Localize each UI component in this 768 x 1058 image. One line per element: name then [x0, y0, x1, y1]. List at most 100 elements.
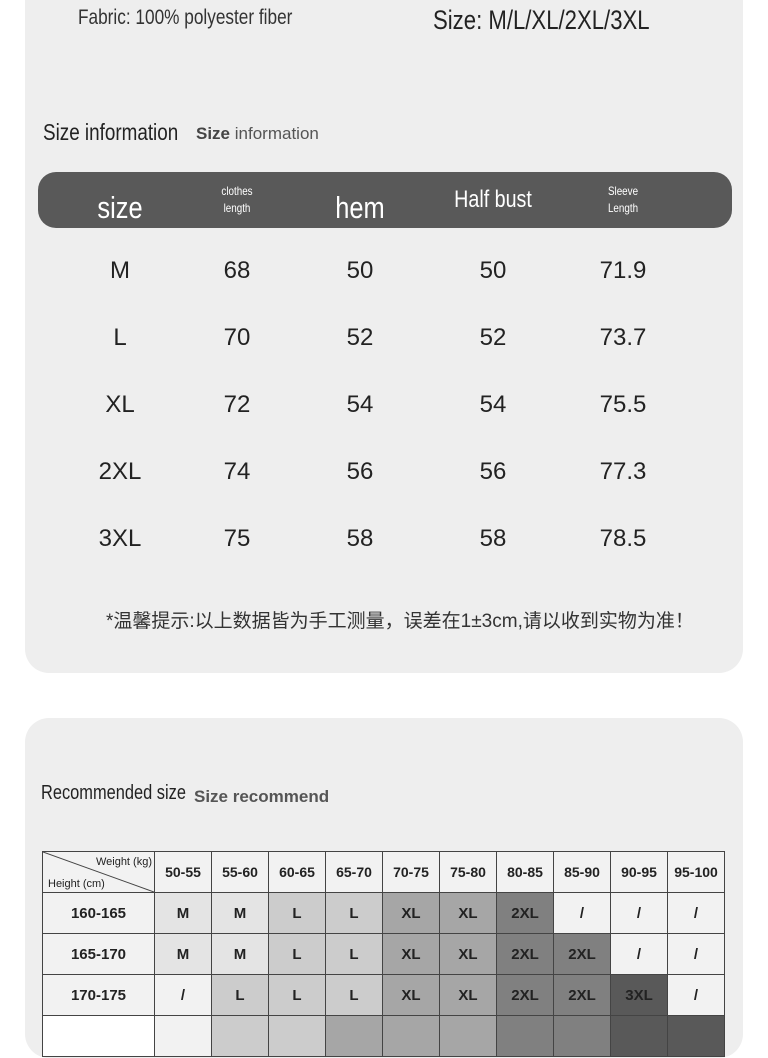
measurement-cell: 78.5	[599, 525, 647, 552]
height-axis-label: Height (cm)	[48, 878, 105, 890]
table-row: 165-170 M M L L XL XL 2XL 2XL / /	[42, 933, 725, 975]
weight-axis-label: Weight (kg)	[95, 856, 152, 868]
column-header: size	[97, 190, 143, 225]
size-label-cell: XL	[105, 391, 135, 418]
measurement-cell: 54	[346, 391, 374, 418]
size-cell: L	[325, 892, 383, 934]
measurement-note: *温馨提示:以上数据皆为手工测量，误差在1±3cm,请以收到实物为准！	[106, 611, 694, 632]
size-cell	[667, 1015, 725, 1057]
size-cell: /	[610, 933, 668, 975]
size-cell: /	[667, 974, 725, 1016]
size-label-cell: M	[110, 257, 130, 284]
size-cell: M	[211, 892, 269, 934]
measurement-cell: 50	[479, 257, 507, 284]
size-info-title: Size information	[43, 119, 208, 146]
sizes-label: Size: M/L/XL/2XL/3XL	[433, 5, 650, 35]
size-label-cell: 3XL	[98, 525, 142, 552]
recommend-subtitle: Size recommend	[194, 787, 330, 806]
size-cell	[154, 1015, 212, 1057]
table-row-partial	[42, 1015, 725, 1057]
size-cell	[211, 1015, 269, 1057]
measurement-cell: 68	[223, 257, 251, 284]
weight-header-cell: 70-75	[382, 851, 440, 893]
weight-header-cell: 60-65	[268, 851, 326, 893]
weight-header-cell: 80-85	[496, 851, 554, 893]
size-cell: /	[154, 974, 212, 1016]
weight-header-cell: 75-80	[439, 851, 497, 893]
column-header: Sleeve Length	[607, 184, 639, 215]
measurement-cell: 75	[223, 525, 251, 552]
column-header: hem	[335, 190, 385, 225]
size-cell: 2XL	[496, 933, 554, 975]
measurement-cell: 75.5	[599, 391, 647, 418]
recommend-title-text: Recommended size	[41, 782, 186, 804]
size-cell: M	[211, 933, 269, 975]
measurement-cell: 50	[346, 257, 374, 284]
size-cell	[496, 1015, 554, 1057]
measurement-cell: 56	[479, 458, 507, 485]
size-cell: L	[268, 974, 326, 1016]
height-cell	[42, 1015, 155, 1057]
subtitle-rest: information	[230, 124, 319, 143]
measurement-cell: 52	[346, 324, 374, 351]
column-header: Half bust	[454, 186, 532, 213]
size-label-cell: 2XL	[98, 458, 142, 485]
table-row: 160-165 M M L L XL XL 2XL / / /	[42, 892, 725, 934]
measurement-cell: 58	[346, 525, 374, 552]
weight-header-cell: 90-95	[610, 851, 668, 893]
size-cell: XL	[439, 892, 497, 934]
measurement-cell: 70	[223, 324, 251, 351]
measurement-cell: 54	[479, 391, 507, 418]
size-cell	[610, 1015, 668, 1057]
size-cell	[382, 1015, 440, 1057]
size-cell: L	[268, 892, 326, 934]
height-cell: 165-170	[42, 933, 155, 975]
measurement-cell: 77.3	[599, 458, 647, 485]
size-info-title-text: Size information	[43, 119, 179, 145]
measurement-cell: 74	[223, 458, 251, 485]
size-cell: 2XL	[553, 933, 611, 975]
size-cell: /	[610, 892, 668, 934]
size-cell	[268, 1015, 326, 1057]
fabric-label: Fabric: 100% polyester fiber	[78, 6, 293, 29]
weight-header-cell: 50-55	[154, 851, 212, 893]
measurement-cell: 72	[223, 391, 251, 418]
size-cell: /	[667, 933, 725, 975]
column-header: clothes length	[221, 184, 253, 215]
size-cell: M	[154, 892, 212, 934]
size-cell: XL	[439, 974, 497, 1016]
size-cell	[439, 1015, 497, 1057]
sizes-text: Size: M/L/XL/2XL/3XL	[433, 5, 697, 36]
size-table-header: size clothes length hem Half bust Sleeve Lengt…	[38, 172, 732, 228]
size-cell: XL	[382, 974, 440, 1016]
size-cell: L	[325, 933, 383, 975]
size-info-card	[25, 0, 743, 673]
weight-header-cell: 95-100	[667, 851, 725, 893]
recommend-title: Recommended size	[41, 782, 218, 805]
size-cell: 3XL	[610, 974, 668, 1016]
corner-cell: Weight (kg) Height (cm)	[42, 851, 155, 893]
measurement-cell: 73.7	[599, 324, 647, 351]
measurement-cell: 52	[479, 324, 507, 351]
size-cell: /	[553, 892, 611, 934]
weight-header-cell: 65-70	[325, 851, 383, 893]
size-cell: 2XL	[496, 974, 554, 1016]
fabric-text: Fabric: 100% polyester fiber	[78, 6, 339, 30]
size-cell: L	[325, 974, 383, 1016]
table-row: 170-175/L L L XL XL 2XL 2XL 3XL /	[42, 974, 725, 1016]
header-row: Weight (kg) Height (cm) 50-55 55-60 60-65 65-…	[42, 851, 725, 893]
size-cell	[553, 1015, 611, 1057]
size-label-cell: L	[113, 324, 127, 351]
measurement-cell: 71.9	[599, 257, 647, 284]
subtitle-bold: Size	[196, 124, 231, 143]
size-cell: XL	[382, 892, 440, 934]
measurement-cell: 58	[479, 525, 507, 552]
height-cell: 160-165	[42, 892, 155, 934]
size-cell: 2XL	[496, 892, 554, 934]
size-cell: L	[211, 974, 269, 1016]
size-cell: L	[268, 933, 326, 975]
size-info-subtitle: Size information	[196, 124, 319, 144]
size-cell: XL	[439, 933, 497, 975]
diagonal-divider	[43, 852, 154, 892]
measurement-cell: 56	[346, 458, 374, 485]
